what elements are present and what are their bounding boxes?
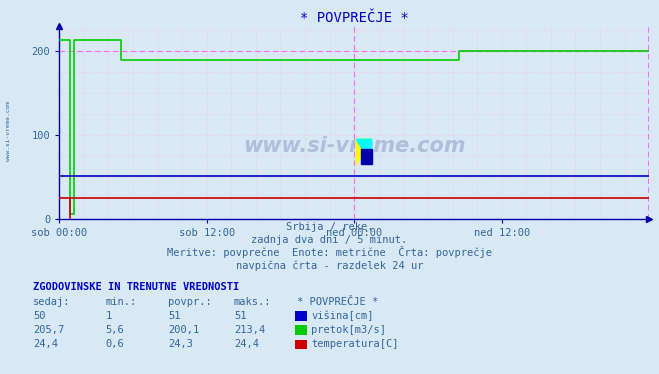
Text: zadnja dva dni / 5 minut.: zadnja dva dni / 5 minut. [251,235,408,245]
Polygon shape [357,139,372,164]
Text: 24,4: 24,4 [234,340,259,349]
Text: temperatura[C]: temperatura[C] [311,340,399,349]
Text: 213,4: 213,4 [234,325,265,335]
Text: 200,1: 200,1 [168,325,199,335]
Bar [361,149,372,164]
Text: 24,3: 24,3 [168,340,193,349]
Text: Srbija / reke.: Srbija / reke. [286,222,373,232]
Text: Meritve: povprečne  Enote: metrične  Črta: povprečje: Meritve: povprečne Enote: metrične Črta:… [167,246,492,258]
Text: navpična črta - razdelek 24 ur: navpična črta - razdelek 24 ur [236,261,423,271]
Title: * POVPREČJE *: * POVPREČJE * [300,11,409,25]
Text: povpr.:: povpr.: [168,297,212,307]
Text: 51: 51 [168,311,181,321]
Polygon shape [357,139,372,164]
Text: 0,6: 0,6 [105,340,124,349]
Text: maks.:: maks.: [234,297,272,307]
Text: 1: 1 [105,311,111,321]
Text: pretok[m3/s]: pretok[m3/s] [311,325,386,335]
Text: sedaj:: sedaj: [33,297,71,307]
Text: min.:: min.: [105,297,136,307]
Text: * POVPREČJE *: * POVPREČJE * [297,297,378,307]
Text: ZGODOVINSKE IN TRENUTNE VREDNOSTI: ZGODOVINSKE IN TRENUTNE VREDNOSTI [33,282,239,292]
Text: 205,7: 205,7 [33,325,64,335]
Text: www.si-vreme.com: www.si-vreme.com [6,101,11,161]
Text: www.si-vreme.com: www.si-vreme.com [243,136,465,156]
Text: višina[cm]: višina[cm] [311,311,374,321]
Text: 24,4: 24,4 [33,340,58,349]
Text: 51: 51 [234,311,246,321]
Text: 5,6: 5,6 [105,325,124,335]
Text: 50: 50 [33,311,45,321]
